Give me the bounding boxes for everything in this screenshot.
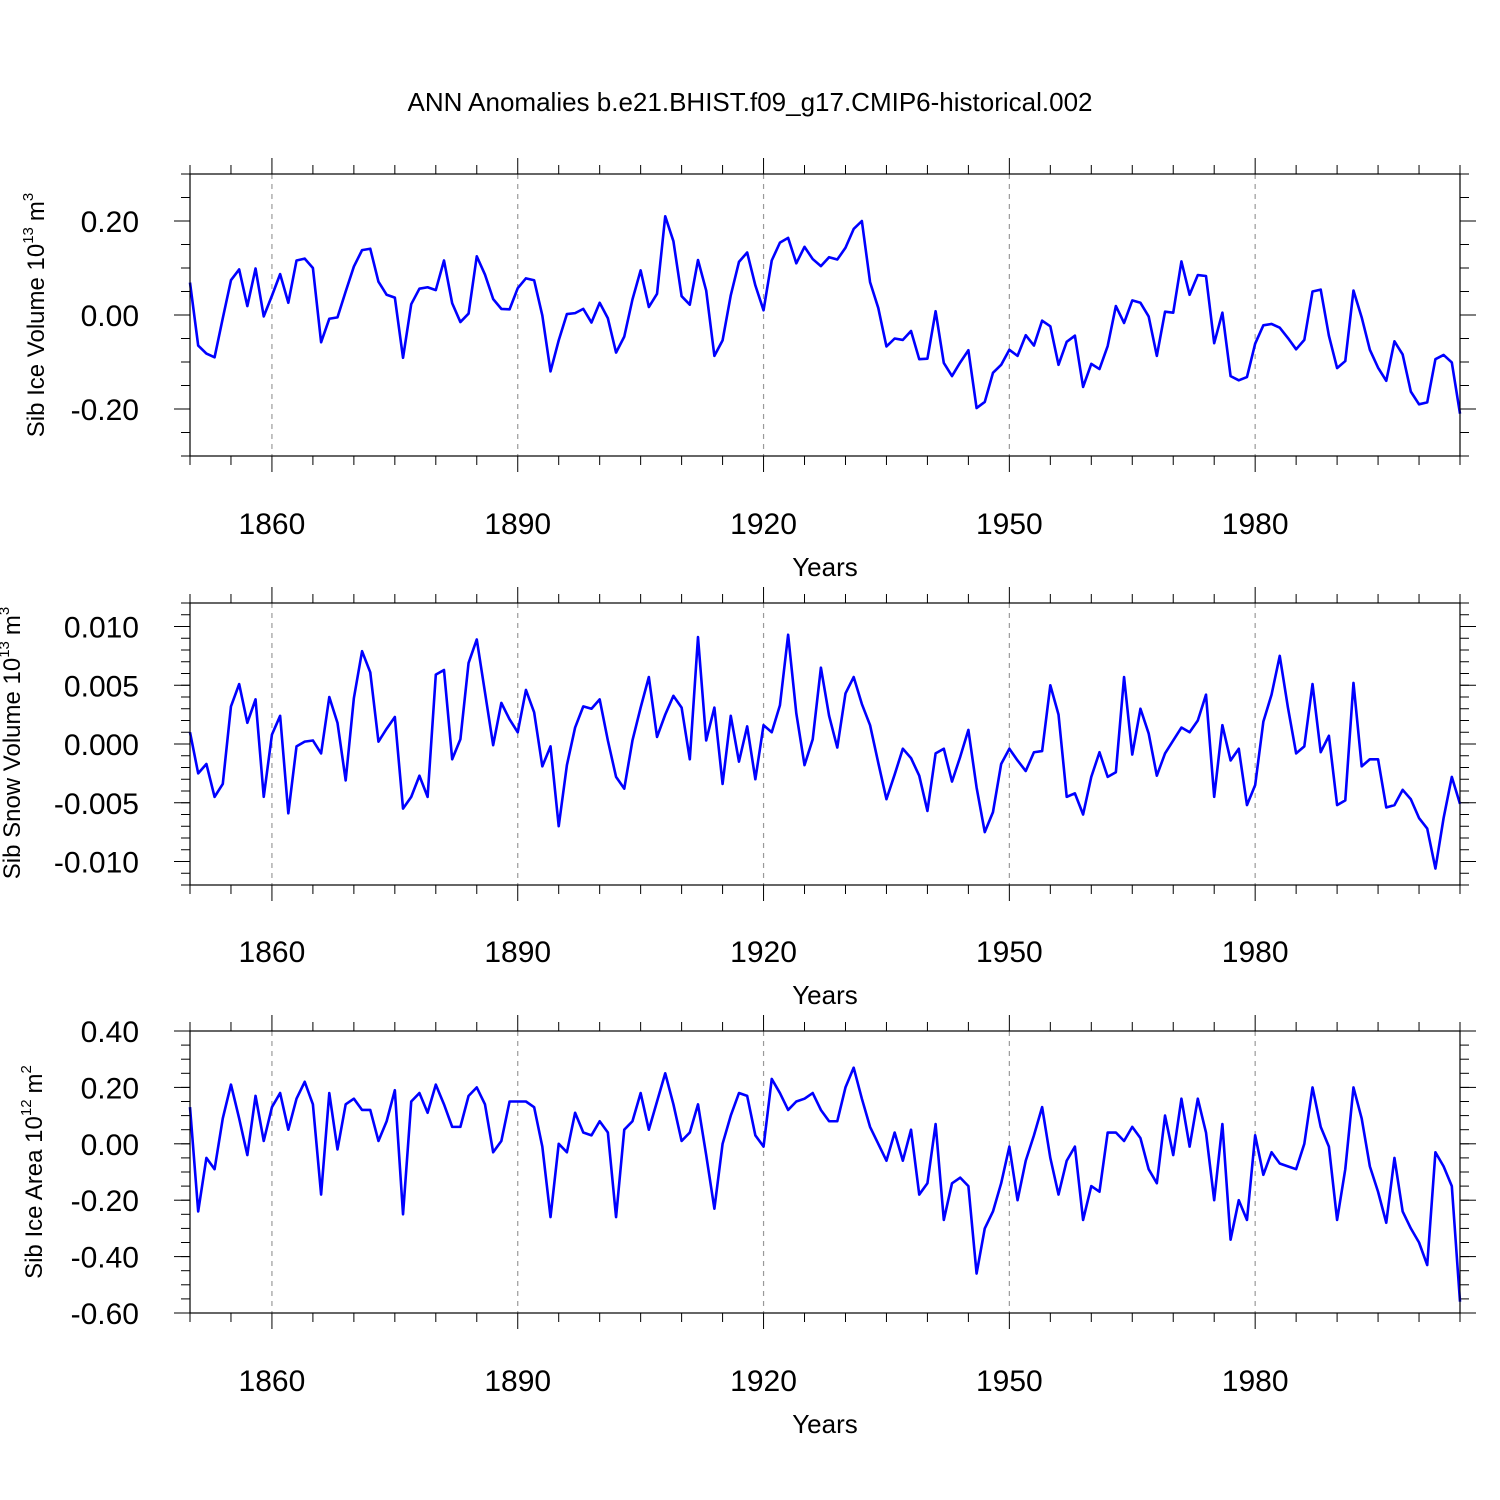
x-tick-label: 1920 — [730, 508, 797, 541]
y-tick-label: 0.010 — [64, 612, 139, 645]
y-tick-label: 0.20 — [81, 206, 139, 239]
x-tick-label: 1890 — [484, 508, 551, 541]
y-axis-label-unit-power: 3 — [0, 607, 13, 615]
y-axis-label-unit-power: 2 — [18, 1065, 35, 1073]
y-tick-label: -0.40 — [71, 1242, 139, 1275]
y-axis-label-exponent: 13 — [0, 641, 13, 658]
panel-ice-volume: Sib Ice Volume 1013 m3 Years 1860 1890 1920… — [20, 158, 1476, 582]
y-tick-label: 0.00 — [81, 300, 139, 333]
x-tick-label: 1920 — [730, 936, 797, 969]
y-axis-label: Sib Ice Volume 1013 m3 — [20, 193, 50, 437]
y-tick-label: -0.60 — [71, 1298, 139, 1331]
x-tick-label: 1950 — [976, 1365, 1043, 1398]
y-axis-label-text: Sib Snow Volume 10 — [0, 658, 26, 879]
y-tick-label: -0.20 — [71, 1185, 139, 1218]
x-tick-label: 1860 — [239, 1365, 306, 1398]
y-axis-label-text: Sib Ice Volume 10 — [23, 244, 50, 437]
y-axis-label-unit: m — [21, 1073, 48, 1093]
x-axis-label: Years — [792, 980, 858, 1010]
x-axis-label: Years — [792, 552, 858, 582]
x-tick-label: 1860 — [239, 508, 306, 541]
x-tick-label: 1950 — [976, 936, 1043, 969]
panel-ice-area: Sib Ice Area 1012 m2 Years 1860 1890 1920 19… — [18, 1015, 1476, 1439]
x-tick-label: 1890 — [484, 936, 551, 969]
y-axis-label-unit: m — [23, 201, 50, 221]
svg-text:Sib Ice Area 1012m2: Sib Ice Area 1012 m2 — [18, 1065, 48, 1279]
y-axis-label-unit-power: 3 — [20, 193, 37, 201]
y-tick-label: 0.000 — [64, 729, 139, 762]
y-tick-label: 0.40 — [81, 1016, 139, 1049]
y-tick-label: 0.00 — [81, 1129, 139, 1162]
x-tick-label: 1950 — [976, 508, 1043, 541]
plot-frame — [189, 1030, 1461, 1314]
x-tick-label: 1980 — [1222, 936, 1289, 969]
svg-text:Sib Snow Volume 1013m3: Sib Snow Volume 1013 m3 — [0, 607, 26, 880]
x-tick-label: 1920 — [730, 1365, 797, 1398]
y-axis-label-exponent: 12 — [18, 1099, 35, 1116]
data-series-line — [188, 215, 1462, 414]
x-tick-label: 1980 — [1222, 508, 1289, 541]
x-axis-label: Years — [792, 1409, 858, 1439]
y-axis-label-exponent: 13 — [20, 227, 37, 244]
y-axis-label-unit: m — [0, 615, 26, 635]
y-tick-label: 0.005 — [64, 670, 139, 703]
plot-frame — [189, 173, 1461, 457]
y-tick-label: -0.20 — [71, 394, 139, 427]
x-tick-label: 1860 — [239, 936, 306, 969]
svg-text:Sib Ice Volume 1013m3: Sib Ice Volume 1013 m3 — [20, 193, 50, 437]
y-axis-label: Sib Ice Area 1012 m2 — [18, 1065, 48, 1279]
y-axis-label: Sib Snow Volume 1013 m3 — [0, 607, 26, 880]
figure-title: ANN Anomalies b.e21.BHIST.f09_g17.CMIP6-… — [407, 87, 1092, 117]
panel-snow-volume: Sib Snow Volume 1013 m3 Years 1860 1890 192… — [0, 587, 1476, 1010]
y-tick-label: -0.005 — [54, 788, 139, 821]
y-tick-label: -0.010 — [54, 847, 139, 880]
plot-frame — [189, 602, 1461, 886]
data-series-line — [188, 1066, 1462, 1302]
x-tick-label: 1980 — [1222, 1365, 1289, 1398]
y-axis-label-text: Sib Ice Area 10 — [21, 1116, 48, 1279]
data-series-line — [188, 633, 1462, 870]
x-tick-label: 1890 — [484, 1365, 551, 1398]
y-tick-label: 0.20 — [81, 1072, 139, 1105]
